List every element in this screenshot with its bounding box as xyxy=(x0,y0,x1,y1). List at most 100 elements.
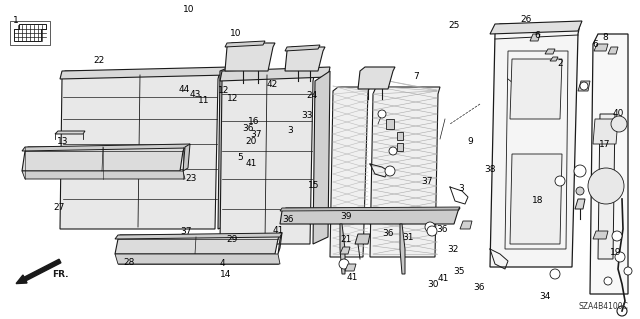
Text: 43: 43 xyxy=(189,90,201,99)
Text: 39: 39 xyxy=(340,212,351,221)
Text: 6: 6 xyxy=(535,31,540,40)
Polygon shape xyxy=(608,47,618,54)
Polygon shape xyxy=(183,144,190,171)
Polygon shape xyxy=(490,21,582,34)
Text: 22: 22 xyxy=(93,56,105,65)
Text: 44: 44 xyxy=(179,85,190,94)
Polygon shape xyxy=(593,231,608,239)
Text: 20: 20 xyxy=(246,137,257,146)
Text: 27: 27 xyxy=(54,203,65,212)
Polygon shape xyxy=(60,71,220,229)
Text: 36: 36 xyxy=(473,283,484,292)
Text: 4: 4 xyxy=(220,259,225,268)
Text: 41: 41 xyxy=(273,226,284,235)
Polygon shape xyxy=(218,67,230,229)
Text: 24: 24 xyxy=(307,91,318,100)
Polygon shape xyxy=(115,235,280,254)
Polygon shape xyxy=(510,154,562,244)
Text: 37: 37 xyxy=(180,227,191,236)
Polygon shape xyxy=(490,24,580,267)
Text: 12: 12 xyxy=(218,86,230,95)
Circle shape xyxy=(612,231,622,241)
Polygon shape xyxy=(370,87,440,257)
Polygon shape xyxy=(14,24,46,41)
Circle shape xyxy=(425,222,435,232)
Circle shape xyxy=(588,168,624,204)
Text: 11: 11 xyxy=(198,96,209,105)
Text: 13: 13 xyxy=(57,137,68,146)
Text: 41: 41 xyxy=(346,273,358,282)
Polygon shape xyxy=(578,81,590,91)
Text: 2: 2 xyxy=(557,59,563,68)
Circle shape xyxy=(576,187,584,195)
Text: 26: 26 xyxy=(520,15,532,24)
Circle shape xyxy=(339,259,349,269)
Circle shape xyxy=(604,277,612,285)
Polygon shape xyxy=(115,233,282,239)
Polygon shape xyxy=(530,34,540,41)
Circle shape xyxy=(427,226,437,236)
Text: 14: 14 xyxy=(220,270,231,279)
Polygon shape xyxy=(400,224,405,274)
Polygon shape xyxy=(225,41,265,47)
Text: 25: 25 xyxy=(449,21,460,30)
Polygon shape xyxy=(345,264,356,271)
Polygon shape xyxy=(22,144,190,151)
Polygon shape xyxy=(330,87,370,257)
Text: 8: 8 xyxy=(602,33,607,42)
Text: 37: 37 xyxy=(250,130,262,139)
Text: 7: 7 xyxy=(413,72,419,81)
Polygon shape xyxy=(220,71,315,244)
Text: 30: 30 xyxy=(428,280,439,289)
Text: 36: 36 xyxy=(436,225,447,234)
Text: 28: 28 xyxy=(124,258,135,267)
Polygon shape xyxy=(278,233,282,254)
Polygon shape xyxy=(220,67,330,81)
Polygon shape xyxy=(397,143,403,151)
Text: 32: 32 xyxy=(447,245,459,254)
Polygon shape xyxy=(460,221,472,229)
Text: 19: 19 xyxy=(610,248,621,256)
Polygon shape xyxy=(22,171,185,179)
Circle shape xyxy=(555,176,565,186)
Text: FR.: FR. xyxy=(52,270,68,279)
Text: 35: 35 xyxy=(454,267,465,276)
Polygon shape xyxy=(115,254,280,264)
Text: 15: 15 xyxy=(308,181,319,190)
Polygon shape xyxy=(285,47,325,71)
Text: 16: 16 xyxy=(248,117,259,126)
Text: 36: 36 xyxy=(282,215,294,224)
Polygon shape xyxy=(386,119,394,129)
Text: 31: 31 xyxy=(402,233,413,242)
Polygon shape xyxy=(575,199,585,209)
Text: 3: 3 xyxy=(287,126,292,135)
Polygon shape xyxy=(590,34,628,294)
Text: 41: 41 xyxy=(438,274,449,283)
Text: 9: 9 xyxy=(468,137,473,146)
Circle shape xyxy=(574,165,586,177)
Text: 5: 5 xyxy=(237,153,243,162)
Polygon shape xyxy=(22,147,185,171)
Text: 21: 21 xyxy=(340,235,351,244)
Text: 34: 34 xyxy=(540,292,551,300)
Polygon shape xyxy=(225,43,275,71)
Text: 29: 29 xyxy=(227,235,238,244)
Text: 37: 37 xyxy=(422,177,433,186)
Text: 12: 12 xyxy=(227,94,238,103)
Text: 6: 6 xyxy=(593,40,598,48)
Polygon shape xyxy=(280,208,460,224)
Circle shape xyxy=(385,166,395,176)
Polygon shape xyxy=(340,224,345,274)
Polygon shape xyxy=(355,234,370,244)
Circle shape xyxy=(611,116,627,132)
Text: 40: 40 xyxy=(612,109,624,118)
Circle shape xyxy=(580,82,588,90)
Polygon shape xyxy=(593,119,618,144)
Text: 10: 10 xyxy=(183,5,195,14)
Polygon shape xyxy=(60,67,230,79)
Text: 18: 18 xyxy=(532,196,543,205)
Polygon shape xyxy=(313,71,330,244)
Text: 3: 3 xyxy=(458,184,463,193)
Text: 17: 17 xyxy=(599,140,611,149)
Text: 36: 36 xyxy=(243,124,254,133)
